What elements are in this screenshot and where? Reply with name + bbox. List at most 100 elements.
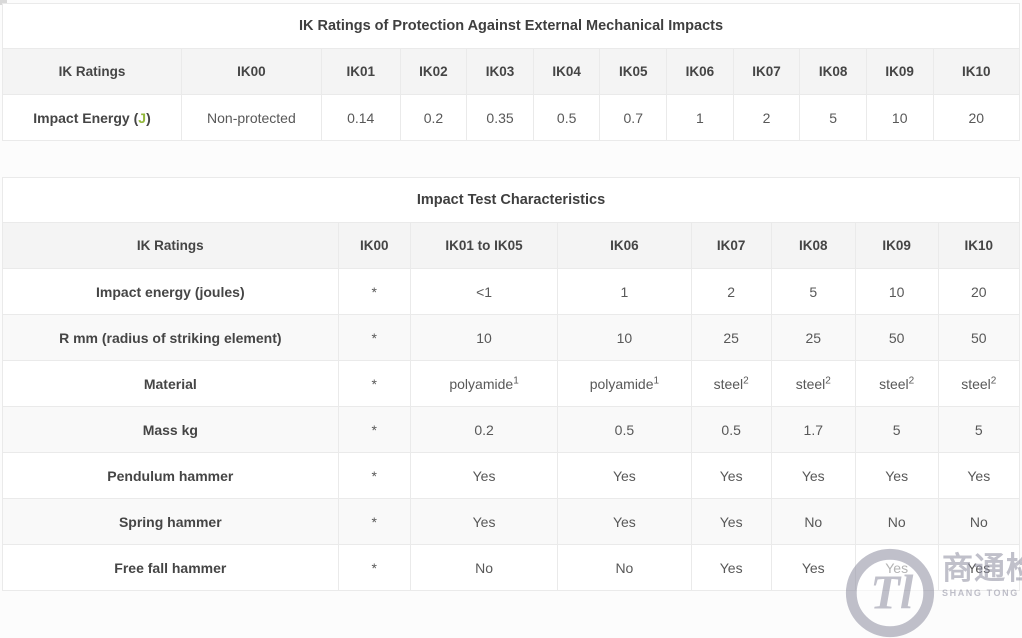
data-cell: No xyxy=(409,544,559,591)
column-header-ik09: IK09 xyxy=(865,48,934,95)
data-cell: 0.7 xyxy=(599,94,668,141)
data-cell: Yes xyxy=(854,452,939,499)
footnote-superscript: 2 xyxy=(990,374,997,386)
column-header-ik00: IK00 xyxy=(180,48,322,95)
column-header-ik06: IK06 xyxy=(666,48,734,95)
data-cell: 2 xyxy=(690,268,772,315)
data-cell: Yes xyxy=(854,544,939,591)
column-header-ik07: IK07 xyxy=(690,222,772,269)
footnote-superscript: 2 xyxy=(743,374,749,386)
data-cell: * xyxy=(337,268,411,315)
table-row: Impact energy (joules) * <1 1 2 5 10 20 xyxy=(2,268,1021,315)
table-title: IK Ratings of Protection Against Externa… xyxy=(2,3,1020,49)
data-cell: Yes xyxy=(409,452,559,499)
data-cell: 1 xyxy=(557,268,692,315)
data-cell: 10 xyxy=(409,314,559,361)
column-header-ik-ratings: IK Ratings xyxy=(2,48,182,95)
data-cell: steel2 xyxy=(690,360,772,407)
column-header-ik09: IK09 xyxy=(854,222,939,269)
column-header-ik-ratings: IK Ratings xyxy=(2,222,339,269)
row-label: Mass kg xyxy=(2,406,339,453)
impact-test-characteristics-table: Impact Test Characteristics IK Ratings IK0… xyxy=(2,177,1021,591)
data-cell: polyamide1 xyxy=(409,360,559,407)
data-cell: 1.7 xyxy=(770,406,856,453)
column-header-ik01-to-ik05: IK01 to IK05 xyxy=(409,222,559,269)
footnote-superscript: 1 xyxy=(653,374,660,386)
footnote-superscript: 2 xyxy=(908,374,915,386)
column-header-ik06: IK06 xyxy=(557,222,692,269)
data-cell: Yes xyxy=(557,452,692,499)
table-row: Free fall hammer * No No Yes Yes Yes Yes xyxy=(2,544,1021,591)
data-cell: 0.35 xyxy=(466,94,534,141)
data-cell: steel2 xyxy=(854,360,939,407)
data-cell: 50 xyxy=(937,314,1021,361)
data-cell: * xyxy=(337,498,411,545)
screen-corner-artifact xyxy=(0,0,7,5)
footnote-superscript: 2 xyxy=(825,374,831,386)
data-cell: Non-protected xyxy=(180,94,322,141)
data-cell: Yes xyxy=(409,498,559,545)
data-cell: <1 xyxy=(409,268,559,315)
row-label: Free fall hammer xyxy=(2,544,339,591)
data-cell: * xyxy=(337,314,411,361)
data-cell: 5 xyxy=(770,268,856,315)
data-cell: 20 xyxy=(932,94,1020,141)
row-label: Spring hammer xyxy=(2,498,339,545)
data-cell: * xyxy=(337,544,411,591)
footnote-superscript: 1 xyxy=(513,374,519,386)
data-cell: * xyxy=(337,406,411,453)
column-header-ik08: IK08 xyxy=(799,48,867,95)
data-cell: No xyxy=(854,498,939,545)
column-header-ik10: IK10 xyxy=(932,48,1020,95)
data-cell: No xyxy=(557,544,692,591)
data-cell: polyamide1 xyxy=(557,360,692,407)
row-label: Impact Energy (J) xyxy=(2,94,182,141)
column-header-ik07: IK07 xyxy=(732,48,801,95)
row-label: Pendulum hammer xyxy=(2,452,339,499)
data-cell: Yes xyxy=(690,544,772,591)
data-cell: Yes xyxy=(770,452,856,499)
column-header-ik10: IK10 xyxy=(937,222,1021,269)
data-cell: 5 xyxy=(799,94,867,141)
impact-test-characteristics-table-card: Impact Test Characteristics IK Ratings IK0… xyxy=(2,177,1021,591)
column-header-ik04: IK04 xyxy=(532,48,601,95)
column-header-ik03: IK03 xyxy=(466,48,534,95)
data-cell: 10 xyxy=(865,94,934,141)
data-cell: 5 xyxy=(854,406,939,453)
data-cell: 20 xyxy=(937,268,1021,315)
data-cell: * xyxy=(337,452,411,499)
table-row: Spring hammer * Yes Yes Yes No No No xyxy=(2,498,1021,545)
data-cell: 1 xyxy=(666,94,734,141)
table-row: Material * polyamide1 polyamide1 steel2 steel… xyxy=(2,360,1021,407)
data-cell: 0.14 xyxy=(320,94,401,141)
data-cell: Yes xyxy=(690,452,772,499)
data-cell: Yes xyxy=(557,498,692,545)
data-cell: 0.5 xyxy=(690,406,772,453)
table-row: Pendulum hammer * Yes Yes Yes Yes Yes Yes xyxy=(2,452,1021,499)
label-part: ) xyxy=(146,109,151,126)
data-cell: steel2 xyxy=(937,360,1021,407)
column-header-ik02: IK02 xyxy=(399,48,468,95)
data-cell: 10 xyxy=(557,314,692,361)
data-cell: Yes xyxy=(770,544,856,591)
table-row: R mm (radius of striking element) * 10 10 25… xyxy=(2,314,1021,361)
data-cell: No xyxy=(937,498,1021,545)
label-part: J xyxy=(138,109,147,126)
data-cell: Yes xyxy=(937,452,1021,499)
label-part: Impact Energy ( xyxy=(33,109,139,126)
row-label: Material xyxy=(2,360,339,407)
ik-ratings-table-card: IK Ratings of Protection Against Externa… xyxy=(2,3,1020,141)
data-cell: 0.5 xyxy=(532,94,601,141)
data-cell: 25 xyxy=(690,314,772,361)
column-header-ik01: IK01 xyxy=(320,48,401,95)
column-header-ik00: IK00 xyxy=(337,222,411,269)
data-cell: 2 xyxy=(732,94,801,141)
ik-ratings-table: IK Ratings of Protection Against Externa… xyxy=(2,3,1020,141)
data-cell: steel2 xyxy=(770,360,856,407)
data-cell: 0.2 xyxy=(399,94,468,141)
table-row: Impact Energy (J) Non-protected 0.14 0.2 0.3… xyxy=(2,94,1020,141)
data-cell: * xyxy=(337,360,411,407)
table-row: Mass kg * 0.2 0.5 0.5 1.7 5 5 xyxy=(2,406,1021,453)
data-cell: Yes xyxy=(937,544,1021,591)
data-cell: No xyxy=(770,498,856,545)
